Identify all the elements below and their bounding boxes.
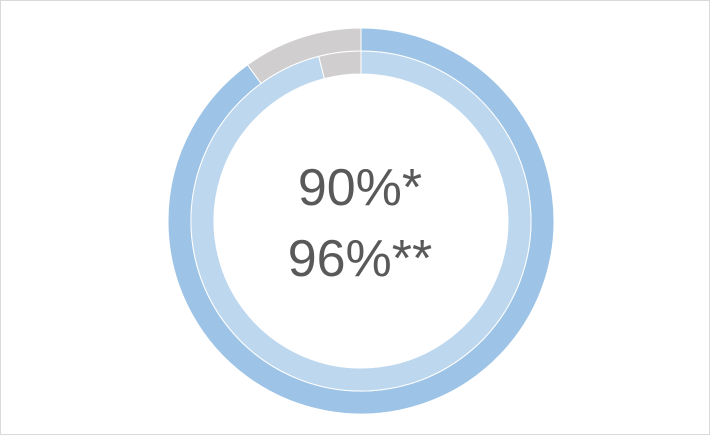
outer-ring-slice-value (167, 27, 555, 415)
inner-ring-slice-value (190, 50, 532, 392)
doughnut-rings (167, 27, 555, 415)
center-label-secondary: 96%** (287, 230, 433, 288)
center-label-primary: 90%* (297, 159, 423, 217)
inner-ring-slice-remainder (318, 50, 362, 80)
